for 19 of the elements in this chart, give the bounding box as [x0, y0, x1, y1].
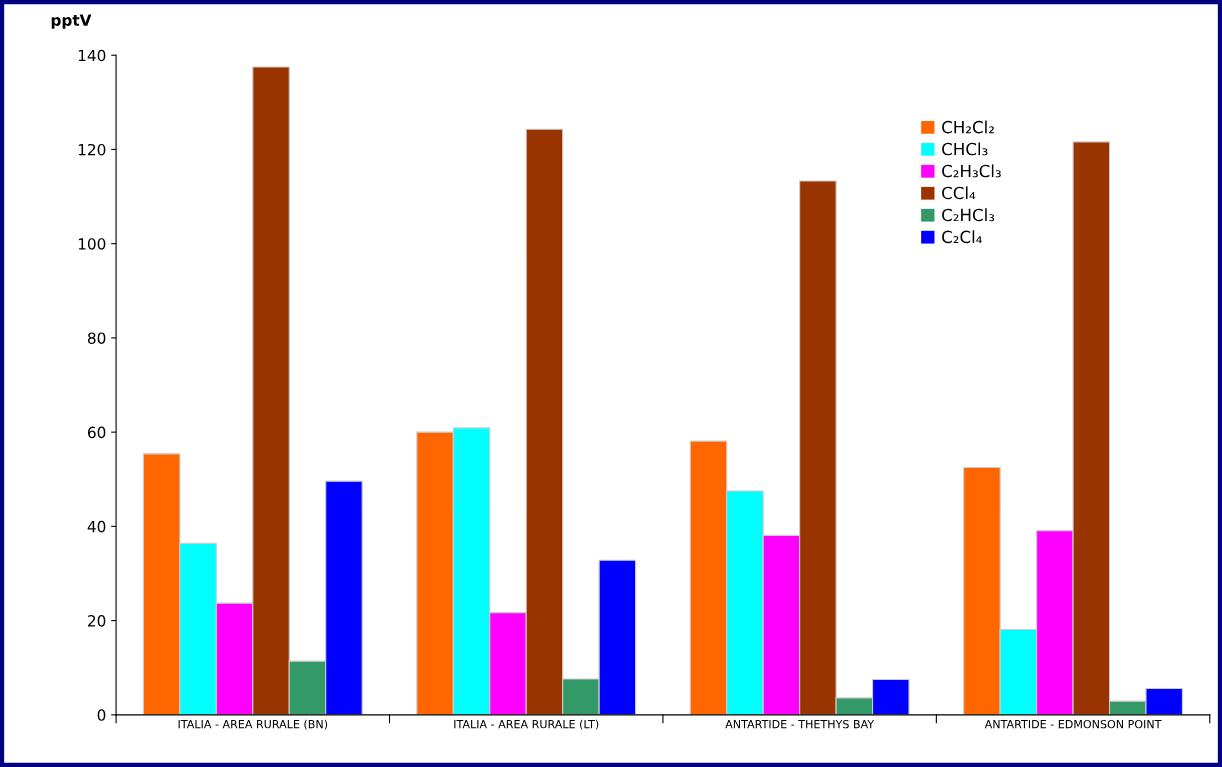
- y-tick-label: 80: [87, 332, 106, 344]
- legend-label: CCl₄: [942, 186, 976, 200]
- y-axis-title: pptV: [51, 14, 92, 29]
- y-tick-label: 40: [87, 520, 106, 533]
- legend-label: C₂Cl₄: [942, 230, 982, 244]
- legend-label: C₂HCl₃: [942, 208, 995, 222]
- legend-label: CH₂Cl₂: [942, 120, 994, 134]
- y-tick-label: 100: [78, 238, 106, 250]
- y-tick-label: 20: [88, 615, 106, 627]
- y-tick-label: 0: [97, 709, 106, 721]
- x-tick-label: ANTARTIDE - EDMONSON POINT: [984, 719, 1162, 729]
- legend-label: CHCl₃: [942, 142, 988, 156]
- legend-label: C₂H₃Cl₃: [942, 164, 1001, 178]
- y-tick-label: 140: [78, 49, 106, 62]
- x-tick-label: ITALIA - AREA RURALE (LT): [454, 719, 599, 730]
- x-tick-label: ITALIA - AREA RURALE (BN): [178, 719, 328, 730]
- x-tick-label: ANTARTIDE - THETHYS BAY: [725, 719, 875, 729]
- y-tick-label: 120: [78, 143, 106, 156]
- y-tick-label: 60: [87, 426, 106, 439]
